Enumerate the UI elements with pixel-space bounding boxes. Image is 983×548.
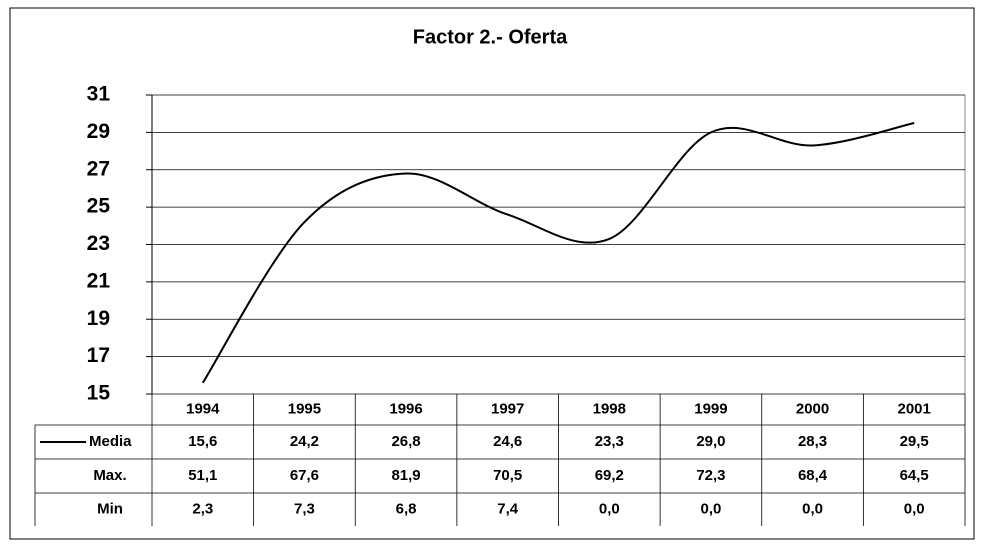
y-tick-label: 27: [87, 157, 110, 180]
y-tick-label: 21: [87, 269, 111, 292]
table-cell: 69,2: [595, 467, 624, 484]
y-tick-label: 19: [87, 307, 110, 330]
x-tick-label: 1995: [288, 400, 321, 417]
x-tick-label: 1997: [491, 400, 524, 417]
row-label: Min: [97, 500, 123, 517]
table-cell: 70,5: [493, 467, 522, 484]
table-cell: 28,3: [798, 433, 827, 450]
x-tick-label: 1994: [186, 400, 220, 417]
table-cell: 6,8: [396, 500, 417, 517]
x-tick-label: 2001: [898, 400, 931, 417]
table-cell: 81,9: [391, 467, 420, 484]
table-cell: 23,3: [595, 433, 624, 450]
x-tick-label: 1996: [389, 400, 422, 417]
table-cell: 7,3: [294, 500, 315, 517]
data-line: [201, 122, 915, 384]
x-tick-label: 1999: [694, 400, 727, 417]
table-cell: 2,3: [192, 500, 213, 517]
table-cell: 0,0: [701, 500, 722, 517]
y-tick-label: 17: [87, 344, 110, 367]
y-tick-label: 23: [87, 232, 110, 255]
table-cell: 72,3: [696, 467, 725, 484]
table-cell: 0,0: [599, 500, 620, 517]
table-cell: 64,5: [900, 467, 929, 484]
y-tick-label: 25: [87, 195, 111, 218]
table-cell: 26,8: [391, 433, 420, 450]
table-cell: 15,6: [188, 433, 217, 450]
table-cell: 7,4: [497, 500, 519, 517]
y-tick-label: 31: [87, 83, 111, 106]
table-cell: 24,6: [493, 433, 522, 450]
x-tick-label: 1998: [593, 400, 626, 417]
table-cell: 24,2: [290, 433, 319, 450]
table-cell: 29,0: [696, 433, 725, 450]
row-label: Max.: [93, 467, 126, 484]
y-tick-label: 29: [87, 120, 110, 143]
x-tick-label: 2000: [796, 400, 829, 417]
table-cell: 0,0: [802, 500, 823, 517]
table-cell: 29,5: [900, 433, 929, 450]
table-cell: 68,4: [798, 467, 828, 484]
table-cell: 51,1: [188, 467, 217, 484]
chart-border: [9, 7, 975, 540]
legend-label: Media: [89, 433, 132, 450]
table-cell: 67,6: [290, 467, 319, 484]
y-tick-label: 15: [87, 382, 111, 405]
table-cell: 0,0: [904, 500, 925, 517]
chart-title: Factor 2.- Oferta: [413, 26, 568, 48]
